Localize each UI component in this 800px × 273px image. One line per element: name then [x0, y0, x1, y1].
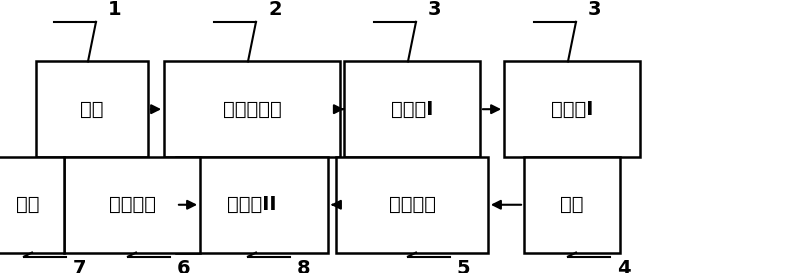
- Text: 7: 7: [73, 259, 86, 273]
- Bar: [0, 157, 64, 253]
- Text: 充放电I: 充放电I: [551, 100, 593, 119]
- Bar: [64, 157, 200, 253]
- Text: 3: 3: [428, 0, 442, 19]
- Bar: [164, 61, 340, 157]
- Bar: [504, 61, 640, 157]
- Text: 灌注胶体: 灌注胶体: [389, 195, 435, 214]
- Text: 8: 8: [297, 259, 310, 273]
- Text: 2: 2: [268, 0, 282, 19]
- Bar: [176, 157, 328, 253]
- Text: 电池配组: 电池配组: [109, 195, 155, 214]
- Text: 装配: 装配: [80, 100, 104, 119]
- Text: 1: 1: [108, 0, 122, 19]
- Text: 3: 3: [588, 0, 602, 19]
- Text: 4: 4: [617, 259, 630, 273]
- Text: 灌注稀硫酸: 灌注稀硫酸: [222, 100, 282, 119]
- Bar: [36, 61, 148, 157]
- Text: 5: 5: [457, 259, 470, 273]
- Bar: [344, 61, 480, 157]
- Bar: [336, 157, 488, 253]
- Text: 充放电I: 充放电I: [391, 100, 433, 119]
- Text: 打包: 打包: [16, 195, 40, 214]
- Bar: [524, 157, 620, 253]
- Text: 充放电II: 充放电II: [227, 195, 277, 214]
- Text: 倒酸: 倒酸: [560, 195, 584, 214]
- Text: 6: 6: [177, 259, 190, 273]
